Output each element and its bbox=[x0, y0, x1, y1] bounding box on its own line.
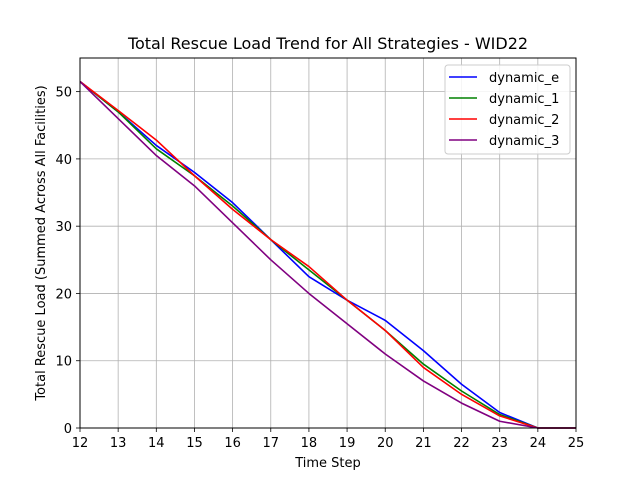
x-tick-label: 19 bbox=[339, 436, 356, 451]
x-axis-label: Time Step bbox=[294, 456, 361, 471]
y-tick-label: 50 bbox=[55, 86, 72, 101]
legend-label: dynamic_e bbox=[489, 71, 559, 86]
series-line-dynamic-1 bbox=[79, 80, 576, 429]
chart-title: Total Rescue Load Trend for All Strategi… bbox=[127, 34, 528, 53]
legend-item: dynamic_e bbox=[449, 71, 559, 86]
x-tick-label: 21 bbox=[415, 436, 432, 451]
legend-item: dynamic_1 bbox=[449, 92, 559, 107]
legend-item: dynamic_2 bbox=[449, 113, 559, 128]
x-tick-label: 18 bbox=[301, 436, 318, 451]
y-tick-label: 0 bbox=[64, 422, 72, 437]
x-tick-label: 14 bbox=[148, 436, 165, 451]
y-tick-label: 30 bbox=[55, 220, 72, 235]
x-tick-label: 13 bbox=[110, 436, 127, 451]
series-lines bbox=[79, 80, 576, 429]
x-tick-label: 22 bbox=[453, 436, 470, 451]
y-tick-label: 10 bbox=[55, 355, 72, 370]
legend-box bbox=[444, 64, 571, 155]
x-tick-label: 12 bbox=[72, 436, 89, 451]
y-tick-label: 40 bbox=[55, 153, 72, 168]
y-axis-label: Total Rescue Load (Summed Across All Fac… bbox=[34, 85, 49, 401]
x-tick-label: 24 bbox=[530, 436, 547, 451]
legend-item: dynamic_3 bbox=[449, 134, 559, 149]
legend-label: dynamic_2 bbox=[489, 113, 559, 128]
axis-ticks: 12 13 14 15 16 17 18 19 20 21 22 23 24 25 0 10 20 30 40 50 bbox=[55, 86, 584, 451]
series-line-dynamic-e bbox=[79, 80, 576, 429]
x-tick-label: 16 bbox=[224, 436, 241, 451]
x-tick-label: 25 bbox=[568, 436, 585, 451]
plot-frame bbox=[79, 57, 577, 429]
series-line-dynamic-2 bbox=[79, 80, 576, 429]
legend-label: dynamic_3 bbox=[489, 134, 559, 149]
x-tick-label: 23 bbox=[491, 436, 508, 451]
x-tick-label: 17 bbox=[262, 436, 279, 451]
x-tick-label: 15 bbox=[186, 436, 203, 451]
y-tick-label: 20 bbox=[55, 287, 72, 302]
legend-label: dynamic_1 bbox=[489, 92, 559, 107]
x-tick-label: 20 bbox=[377, 436, 394, 451]
legend: dynamic_e dynamic_1 dynamic_2 dynamic_3 bbox=[444, 64, 571, 155]
series-line-dynamic-3 bbox=[79, 80, 576, 429]
